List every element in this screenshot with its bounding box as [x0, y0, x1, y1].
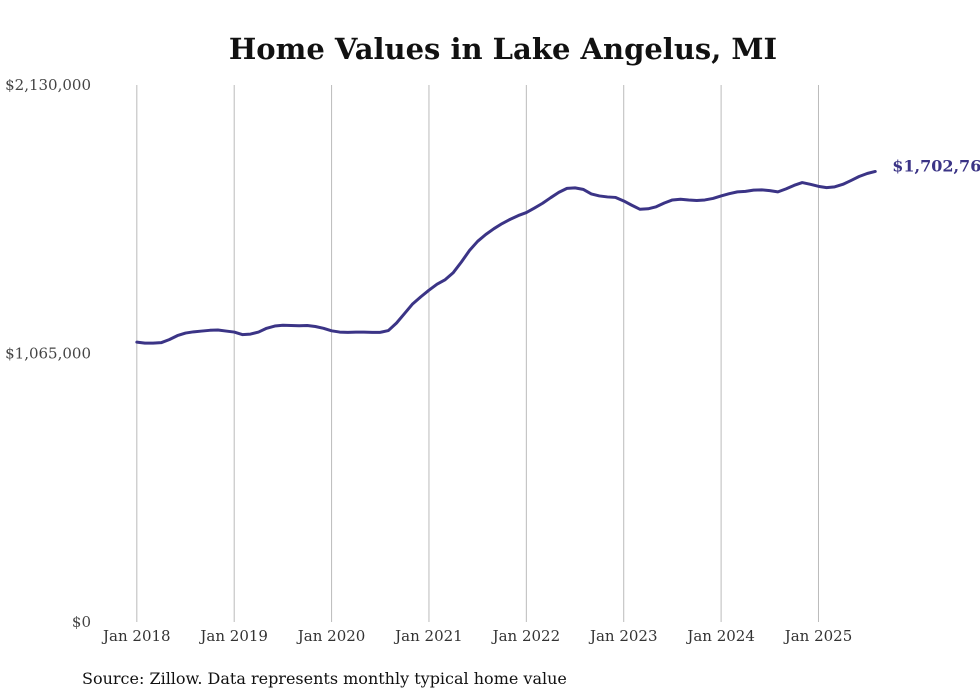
x-tick-label: Jan 2025: [783, 627, 853, 645]
y-tick-label: $2,130,000: [5, 76, 91, 94]
chart-title: Home Values in Lake Angelus, MI: [229, 32, 777, 66]
series-line: [135, 169, 877, 345]
y-tick-label: $1,065,000: [5, 345, 91, 363]
x-tick-label: Jan 2019: [198, 627, 268, 645]
x-tick-label: Jan 2021: [393, 627, 463, 645]
x-tick-label: Jan 2022: [491, 627, 561, 645]
gridlines: [136, 85, 819, 622]
x-tick-label: Jan 2023: [588, 627, 658, 645]
y-tick-label: $0: [72, 613, 91, 631]
x-axis-ticks: Jan 2018 Jan 2019 Jan 2020 Jan 2021 Jan 2022…: [101, 627, 852, 645]
x-tick-label: Jan 2018: [101, 627, 171, 645]
series-layer: $1,702,762: [135, 156, 980, 345]
end-value-label: $1,702,762: [892, 156, 980, 175]
x-tick-label: Jan 2020: [296, 627, 366, 645]
source-note: Source: Zillow. Data represents monthly …: [82, 669, 567, 688]
x-tick-label: Jan 2024: [685, 627, 755, 645]
y-axis-ticks: $0 $1,065,000 $2,130,000: [5, 76, 91, 631]
